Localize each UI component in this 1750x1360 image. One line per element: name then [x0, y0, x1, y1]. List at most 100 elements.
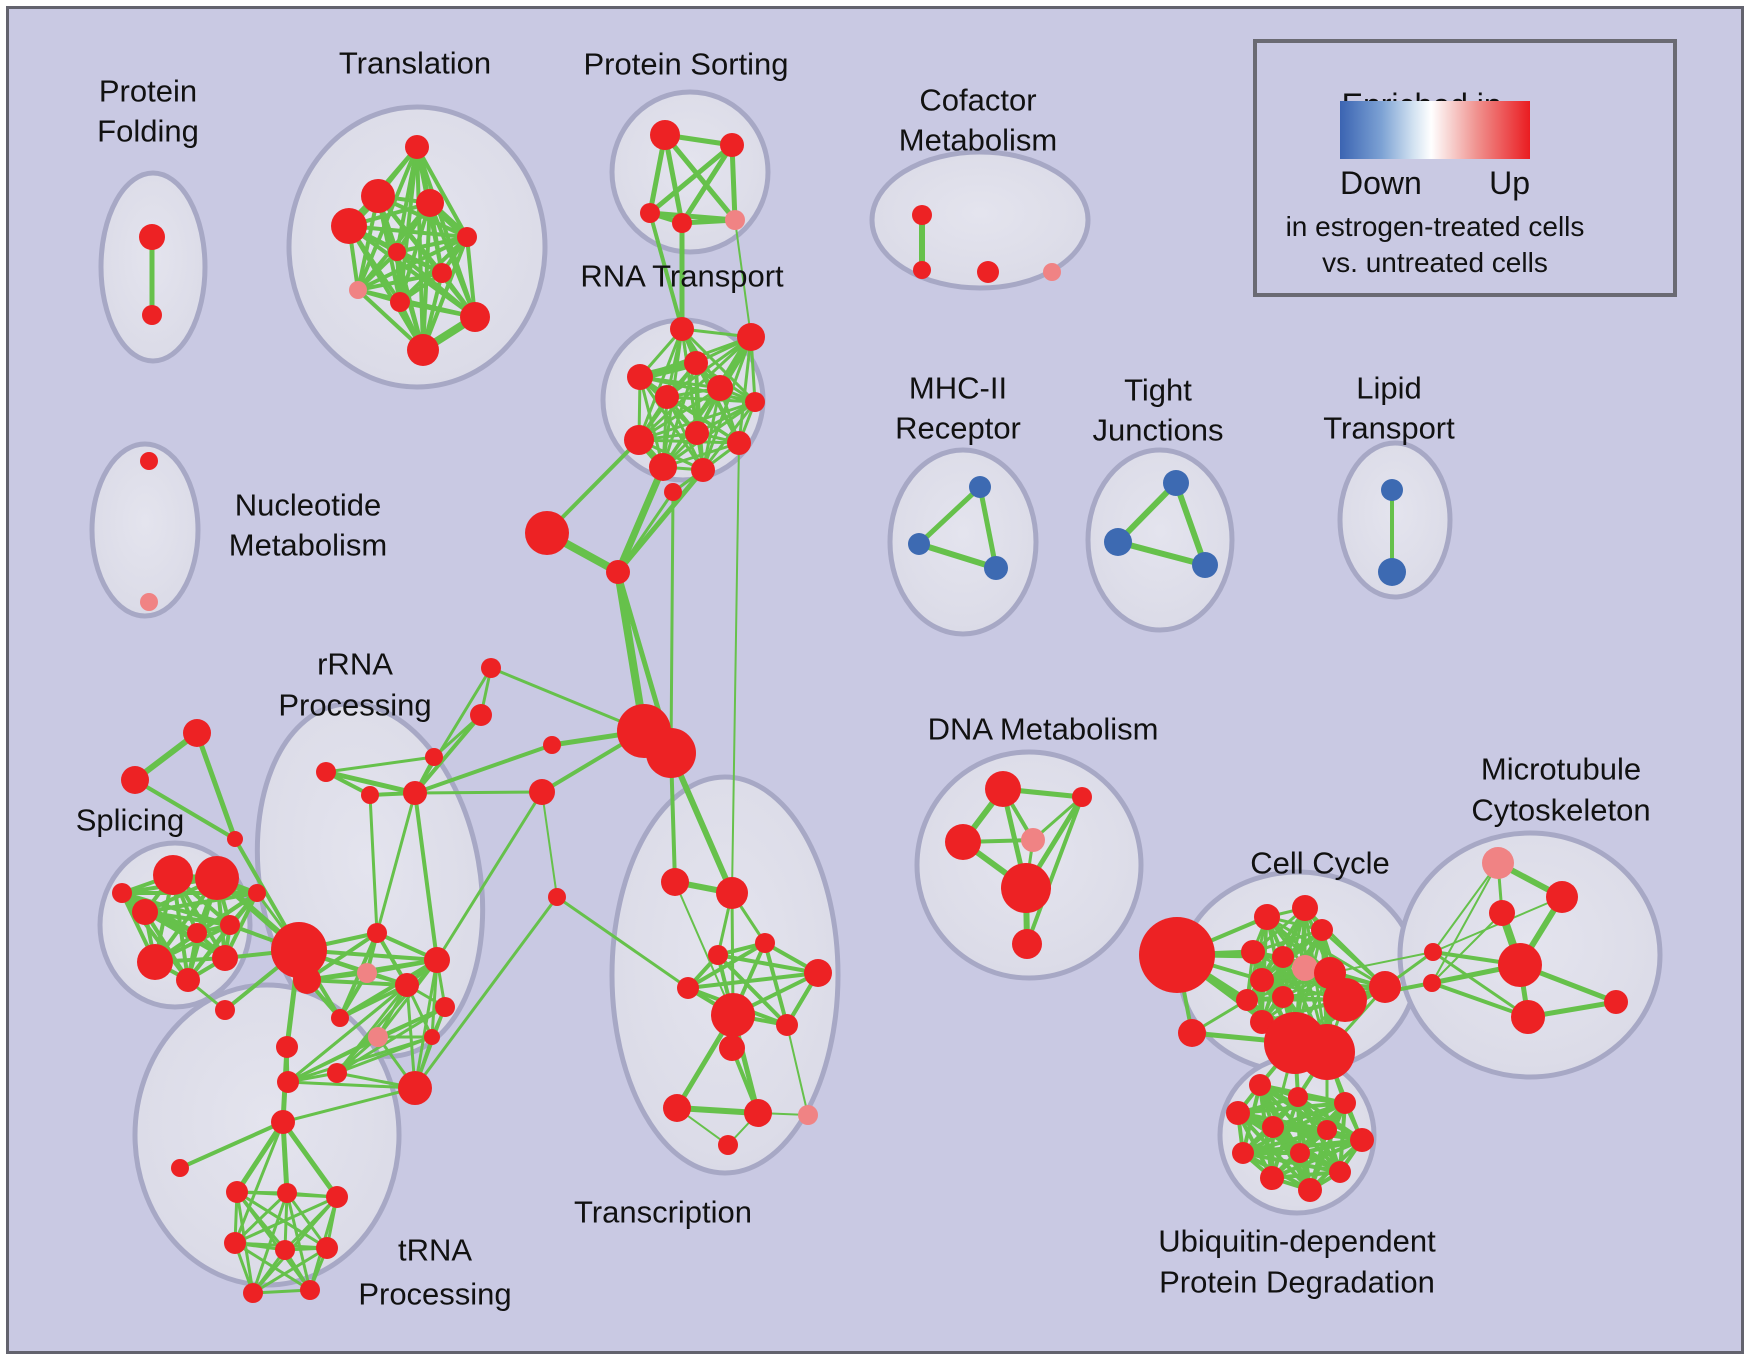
group-label-microtubule-cytoskeleton-line2: Cytoskeleton — [1471, 793, 1650, 828]
group-label-microtubule-cytoskeleton-line1: Microtubule — [1481, 752, 1641, 787]
node-rr4 — [271, 922, 327, 978]
edge — [648, 211, 684, 331]
edge — [395, 250, 477, 319]
cluster-ellipse-lipid-transport — [1337, 440, 1453, 600]
edge — [489, 666, 646, 733]
edge — [734, 219, 752, 338]
node-dm6 — [1012, 929, 1042, 959]
node-tx9 — [719, 1035, 745, 1061]
edge — [647, 142, 735, 216]
node-ub1 — [1249, 1074, 1271, 1096]
node-rr10 — [424, 1029, 440, 1045]
node-mh1 — [969, 476, 991, 498]
edge — [143, 891, 259, 914]
node-rr1 — [316, 762, 336, 782]
edge — [1115, 539, 1208, 568]
node-cc11 — [1323, 978, 1367, 1022]
node-tx13 — [718, 1135, 738, 1155]
edge — [194, 730, 238, 842]
node-mh2 — [908, 533, 930, 555]
edge — [415, 145, 469, 239]
node-tr3 — [416, 189, 444, 217]
node-ub12 — [1298, 1178, 1322, 1202]
node-rr8 — [367, 923, 387, 943]
node-cf4 — [1043, 263, 1061, 281]
node-ub3 — [1334, 1092, 1356, 1114]
group-label-lipid-transport-line1: Lipid — [1356, 371, 1422, 406]
legend-subtitle-2: vs. untreated cells — [1322, 247, 1548, 278]
node-mh3 — [984, 556, 1008, 580]
node-cf1 — [912, 205, 932, 225]
node-dm3 — [945, 824, 981, 860]
group-label-transcription-line1: Transcription — [574, 1195, 752, 1230]
node-cc5 — [1272, 946, 1294, 968]
node-tn6 — [316, 1237, 338, 1259]
node-dm2 — [1072, 787, 1092, 807]
edge — [338, 958, 439, 1020]
node-tx8 — [776, 1014, 798, 1036]
node-rt6 — [655, 385, 679, 409]
edge — [701, 386, 722, 472]
edge — [731, 442, 740, 894]
node-cc2 — [1292, 895, 1318, 921]
node-tx3 — [755, 933, 775, 953]
node-tx7 — [711, 993, 755, 1037]
group-label-protein-folding-line2: Folding — [97, 114, 199, 149]
node-sp4 — [137, 944, 173, 980]
node-rr13 — [276, 1036, 298, 1058]
node-tr2 — [361, 179, 395, 213]
node-tg3 — [227, 831, 243, 847]
node-rr6 — [395, 973, 419, 997]
node-tg1 — [183, 719, 211, 747]
edge — [763, 941, 789, 1027]
edge — [285, 1191, 329, 1250]
node-rt9 — [624, 425, 654, 455]
node-tl1 — [171, 1159, 189, 1177]
node-tr5 — [457, 227, 477, 247]
edge — [235, 1190, 329, 1250]
node-tn8 — [300, 1280, 320, 1300]
node-cf3 — [977, 261, 999, 283]
node-ub10 — [1260, 1166, 1284, 1190]
edge — [1431, 912, 1503, 984]
node-cc1 — [1254, 904, 1280, 930]
edge — [541, 791, 558, 898]
edge — [286, 1035, 434, 1084]
node-tn4 — [224, 1232, 246, 1254]
group-label-rrna-processing-line1: rRNA — [317, 647, 393, 682]
edge — [286, 1035, 380, 1084]
edge — [786, 1024, 809, 1116]
edge — [305, 931, 379, 982]
node-rr16 — [327, 1063, 347, 1083]
node-cc8 — [1250, 968, 1274, 992]
edge — [413, 958, 439, 1090]
node-tx5 — [804, 959, 832, 987]
node-tx12 — [798, 1105, 818, 1125]
edge — [679, 142, 735, 226]
node-th1 — [271, 1110, 295, 1134]
node-cc3 — [1311, 919, 1333, 941]
node-sp1 — [153, 855, 193, 895]
edge — [1241, 1128, 1329, 1155]
node-cf2 — [913, 261, 931, 279]
node-mt3 — [1489, 900, 1515, 926]
node-rr5 — [357, 963, 377, 983]
group-label-nucleotide-metabolism-line2: Metabolism — [229, 528, 388, 563]
node-cchub2 — [1299, 1024, 1355, 1080]
node-cc9 — [1236, 989, 1258, 1011]
node-mt4 — [1498, 943, 1542, 987]
edge — [120, 891, 199, 935]
node-tj2 — [1104, 528, 1132, 556]
edge — [616, 490, 675, 574]
node-hub2 — [646, 728, 696, 778]
node-rt5 — [707, 375, 733, 401]
node-rr17 — [398, 1071, 432, 1105]
group-label-rrna-processing-line2: Processing — [278, 688, 431, 723]
group-label-cell-cycle-line1: Cell Cycle — [1250, 846, 1390, 881]
node-tr8 — [349, 281, 367, 299]
node-tr6 — [388, 243, 406, 261]
edge — [413, 790, 544, 795]
edge — [413, 666, 493, 795]
group-label-protein-sorting-line1: Protein Sorting — [583, 47, 788, 82]
